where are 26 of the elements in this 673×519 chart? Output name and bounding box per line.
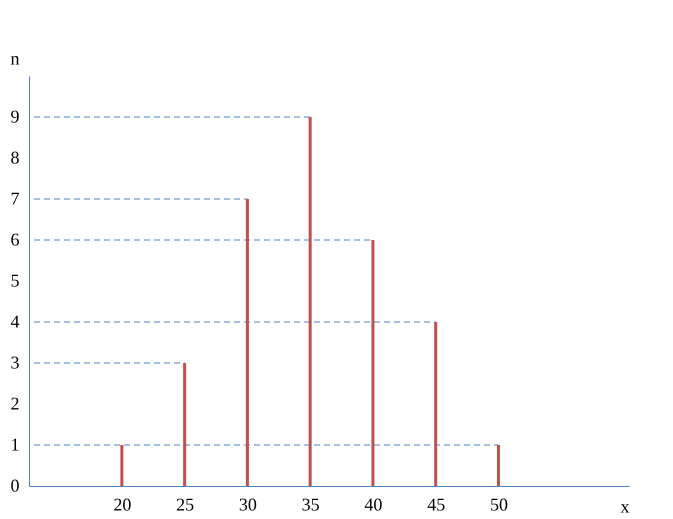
y-tick-label: 9 <box>10 106 20 126</box>
y-tick-label: 8 <box>10 148 20 168</box>
x-tick-label: 35 <box>302 494 320 514</box>
x-axis-title: x <box>620 496 630 516</box>
y-tick-label: 4 <box>10 312 20 332</box>
bar <box>183 363 186 486</box>
bar <box>434 322 438 486</box>
y-axis-title: n <box>10 48 20 68</box>
x-tick-label: 25 <box>176 494 194 514</box>
y-tick-label: 6 <box>10 230 20 250</box>
y-tick-label: 2 <box>10 394 20 414</box>
bar <box>496 445 500 486</box>
bar <box>308 117 312 486</box>
y-tick-label: 3 <box>10 352 20 372</box>
x-tick-label: 45 <box>427 494 446 514</box>
x-tick-label: 30 <box>238 494 257 514</box>
y-tick-label: 7 <box>10 188 20 208</box>
bar <box>371 240 374 486</box>
bar <box>246 199 249 486</box>
bar <box>120 445 124 486</box>
y-tick-label: 1 <box>10 434 20 454</box>
y-tick-label: 0 <box>10 476 20 496</box>
x-tick-label: 50 <box>490 494 508 514</box>
x-tick-label: 40 <box>364 494 382 514</box>
y-tick-label: 5 <box>10 270 20 290</box>
x-tick-label: 20 <box>113 494 132 514</box>
